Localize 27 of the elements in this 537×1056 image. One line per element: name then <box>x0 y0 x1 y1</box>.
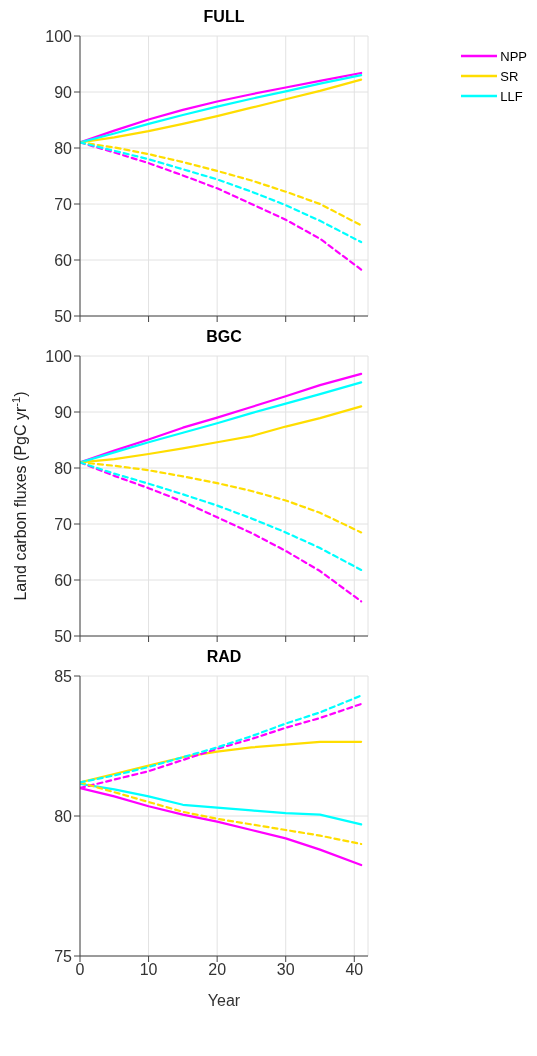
y-tick-label: 80 <box>54 139 73 157</box>
chart-title: RAD <box>205 648 243 667</box>
y-tick-label: 90 <box>54 403 73 421</box>
x-tick-label: 10 <box>139 961 158 979</box>
x-tick-label: 0 <box>75 961 85 979</box>
x-tick-label: 20 <box>208 961 227 979</box>
y-tick-label: 60 <box>54 571 73 589</box>
y-tick-label: 70 <box>54 195 73 213</box>
x-tick-label: 30 <box>276 961 295 979</box>
legend-label: SR <box>500 68 519 84</box>
legend-label: NPP <box>500 48 527 64</box>
legend-label: LLF <box>500 88 523 104</box>
chart-title: FULL <box>202 8 246 27</box>
y-tick-label: 80 <box>54 807 73 825</box>
chart-title: BGC <box>205 328 243 347</box>
y-tick-label: 75 <box>54 947 73 965</box>
x-axis-title: Year <box>207 992 241 1009</box>
y-tick-label: 50 <box>54 307 73 325</box>
y-tick-label: 50 <box>54 627 73 645</box>
y-tick-label: 85 <box>54 667 73 685</box>
y-tick-label: 60 <box>54 251 73 269</box>
y-tick-label: 70 <box>54 515 73 533</box>
x-tick-label: 40 <box>345 961 364 979</box>
y-tick-label: 100 <box>45 347 73 365</box>
y-tick-label: 80 <box>54 459 73 477</box>
y-tick-label: 100 <box>45 27 73 45</box>
y-tick-label: 90 <box>54 83 73 101</box>
